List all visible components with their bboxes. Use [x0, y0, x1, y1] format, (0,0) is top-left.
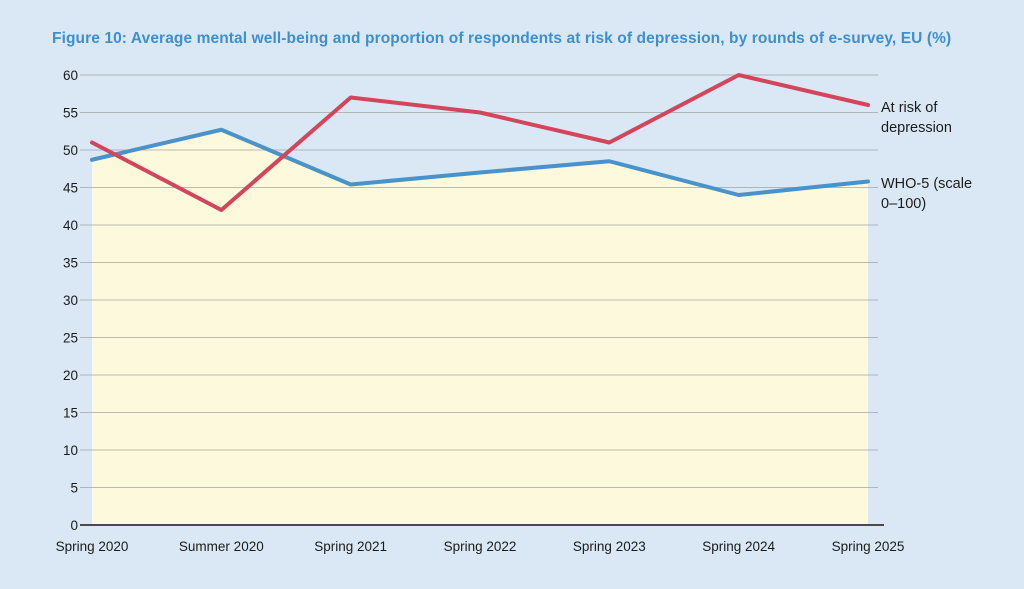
legend-label-who5: WHO-5 (scale 0–100)	[881, 176, 973, 212]
x-tick-label: Spring 2020	[56, 539, 129, 554]
x-tick-label: Spring 2025	[832, 539, 905, 554]
x-tick-label: Spring 2022	[444, 539, 517, 554]
y-tick-label: 40	[63, 218, 78, 233]
y-tick-label: 20	[63, 368, 78, 383]
series-line-who5	[90, 127, 870, 197]
y-tick-label: 15	[63, 405, 78, 420]
x-tick-label: Summer 2020	[179, 539, 264, 554]
x-tick-label: Spring 2023	[573, 539, 646, 554]
x-tick-label: Spring 2024	[702, 539, 775, 554]
series-line-at-risk-of-depression	[90, 73, 870, 212]
legend-label-at-risk-of-depression: At risk of depression	[881, 100, 952, 136]
y-tick-label: 30	[63, 293, 78, 308]
y-tick-label: 60	[63, 68, 78, 83]
y-tick-label: 55	[63, 105, 78, 120]
y-tick-label: 10	[63, 443, 78, 458]
y-tick-label: 25	[63, 330, 78, 345]
who5-area-fill	[92, 129, 868, 525]
y-tick-label: 50	[63, 143, 78, 158]
x-tick-label: Spring 2021	[314, 539, 387, 554]
y-tick-label: 35	[63, 255, 78, 270]
y-tick-label: 45	[63, 180, 78, 195]
y-tick-label: 0	[70, 518, 78, 533]
figure-title: Figure 10: Average mental well-being and…	[52, 30, 952, 47]
y-tick-label: 5	[70, 480, 78, 495]
